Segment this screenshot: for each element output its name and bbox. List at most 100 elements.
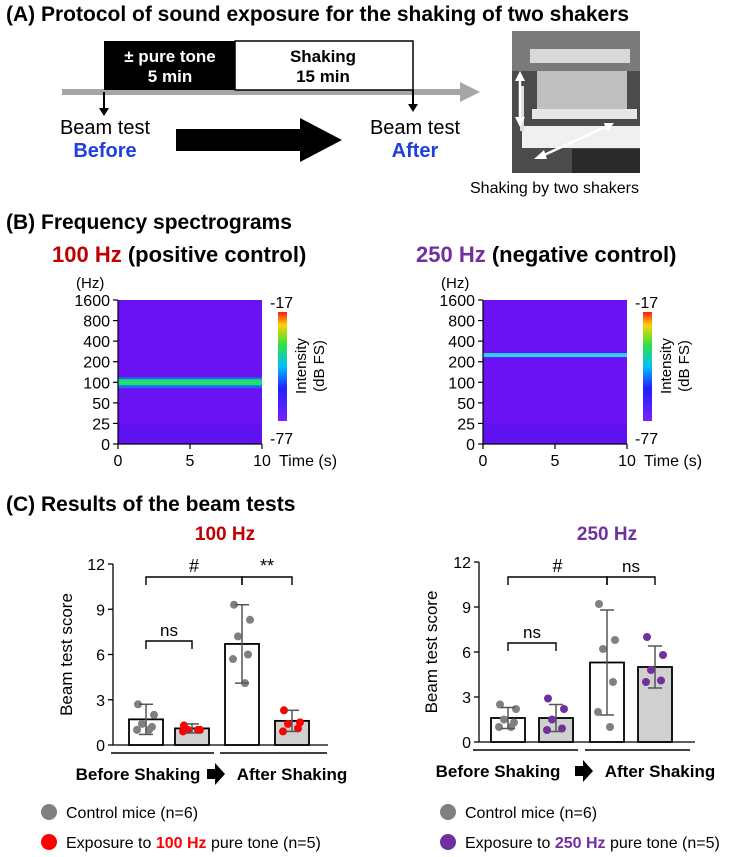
data-point [145,725,153,734]
spectrogram-field [118,300,262,444]
legend-control-right: Control mice (n=6) [465,805,597,822]
data-point [659,651,667,659]
colorbar-label-2: (dB FS) [311,340,328,392]
tone-box-line1: ± pure tone [124,47,216,66]
right-frequency: 250 Hz [416,242,486,267]
data-point [496,700,504,709]
low-freq-noise [118,423,262,444]
colorbar-label-2: (dB FS) [676,340,693,392]
y-tick-label: 3 [96,693,105,710]
data-point [194,725,202,734]
y-axis-label: Beam test score [57,593,76,716]
y-tick-label: 200 [83,355,110,372]
colorbar [278,312,287,421]
significance-bracket [507,642,557,651]
after-word: After [391,140,439,162]
y-tick-label: 800 [448,314,475,331]
tone-line [118,379,262,386]
colorbar-label-1: Intensity [293,338,310,394]
chart-title: 250 Hz [577,524,637,545]
spectrogram-left: (Hz)1600 800 400 200 100 50 25 00 5 10 Time (s) -17… [74,275,337,470]
data-point [280,706,288,715]
significance-label: ** [260,556,274,576]
after-label: Beam test After [350,117,480,163]
data-point [548,715,556,724]
x-tick-label: 10 [253,453,271,470]
data-point [495,723,503,731]
data-point [657,676,665,685]
y-unit: (Hz) [441,275,469,292]
bar-chart-100hz: 100 Hz Beam test score 0 3 6 9 12 # ** ns Before S… [57,524,347,785]
data-point [560,705,568,713]
y-tick-label: 3 [462,690,471,707]
significance-bracket [145,640,193,649]
x-tick-label: 0 [114,453,123,470]
data-point [500,715,508,724]
bar-chart-250hz: 250 Hz Beam test score 0 3 6 9 12 # ns ns Before S… [422,524,715,782]
data-point [179,727,187,736]
legend-exposure-right: Exposure to 250 Hz pure tone (n=5) [465,835,720,852]
data-point [543,726,551,734]
colorbar-max: -17 [270,295,293,312]
data-point [284,719,292,728]
data-point [296,718,304,727]
section-b-title: (B) Frequency spectrograms [6,211,292,234]
data-point [544,694,552,703]
left-control-label: (positive control) [121,242,307,267]
tone-box [104,41,235,90]
significance-bracket [507,576,608,585]
y-tick-label: 400 [83,334,110,351]
y-tick-label: 800 [83,314,110,331]
legend-exposure-left: Exposure to 100 Hz pure tone (n=5) [66,835,321,852]
tone-line [483,353,627,358]
x-tick-label: 10 [618,453,636,470]
x-tick-label: 5 [551,453,560,470]
y-tick-label: 100 [448,375,475,392]
y-tick-label: 25 [92,416,110,433]
shaking-arrow [207,763,225,785]
spectrogram-right: (Hz)1600 800 400 200 100 50 25 00 5 10 Time (s) -17… [439,275,702,470]
data-point [643,633,651,641]
legend-control-dot-right [440,804,456,820]
y-tick-label: 0 [462,735,471,752]
progress-arrow [176,118,342,162]
data-point [512,705,520,713]
protocol-diagram: ± pure tone 5 min Shaking 15 min [62,40,480,162]
right-control-label: (negative control) [485,242,677,267]
significance-bracket [606,576,656,585]
data-point [606,723,614,731]
data-point [609,678,617,686]
y-tick-label: 0 [466,437,475,454]
legend-control-left: Control mice (n=6) [66,805,198,822]
significance-label: ns [523,623,541,642]
colorbar-min: -77 [635,431,658,448]
y-tick-label: 6 [96,648,105,665]
data-point [594,708,602,716]
data-point [150,710,158,719]
data-point [558,724,566,733]
data-point [133,725,141,734]
shaker-photo [512,31,640,173]
tone-box-line2: 5 min [148,67,192,86]
data-point [647,666,655,674]
data-point [279,727,287,736]
x-axis-label: Time (s) [279,453,337,470]
data-point [294,724,302,733]
y-tick-label: 12 [453,555,471,572]
y-tick-label: 400 [448,334,475,351]
colorbar-label: Intensity (dB FS) [293,338,328,394]
data-point [229,655,237,664]
y-tick-label: 100 [83,375,110,392]
y-tick-label: 9 [96,602,105,619]
significance-label: ns [160,621,178,640]
colorbar-label-1: Intensity [658,338,675,394]
colorbar-max: -17 [635,295,658,312]
data-point [234,632,242,641]
colorbar [643,312,652,421]
shaking-box-line2: 15 min [296,67,350,86]
significance-bracket [241,576,293,585]
photo-caption: Shaking by two shakers [470,180,639,197]
data-point [138,719,146,728]
legend-control-dot-left [41,804,57,820]
chart-title: 100 Hz [195,524,255,545]
